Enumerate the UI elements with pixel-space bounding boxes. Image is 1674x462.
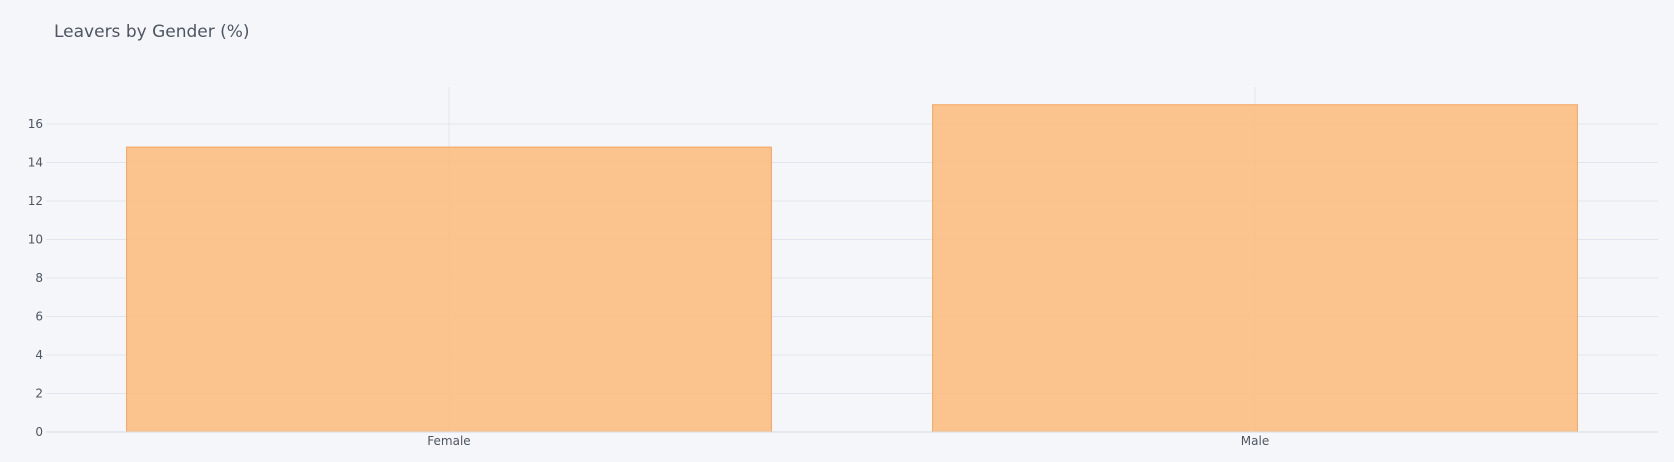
bar-female — [126, 146, 772, 433]
y-tick-label: 8 — [35, 271, 43, 285]
x-tick-label: Female — [427, 434, 470, 448]
bar-male — [932, 104, 1578, 433]
x-axis-tick-labels: Female Male — [427, 434, 1269, 448]
chart-title: Leavers by Gender (%) — [54, 22, 250, 42]
y-tick-label: 10 — [28, 233, 43, 247]
y-tick-label: 4 — [35, 348, 43, 362]
y-tick-label: 16 — [28, 117, 43, 131]
bars — [126, 104, 1578, 433]
y-tick-label: 6 — [35, 310, 43, 324]
y-tick-label: 0 — [35, 425, 43, 439]
y-tick-label: 2 — [35, 387, 43, 401]
x-tick-label: Male — [1241, 434, 1269, 448]
y-tick-label: 12 — [28, 194, 43, 208]
y-tick-label: 14 — [28, 156, 43, 170]
y-axis-tick-labels: 0 2 4 6 8 10 12 14 16 — [28, 117, 43, 439]
